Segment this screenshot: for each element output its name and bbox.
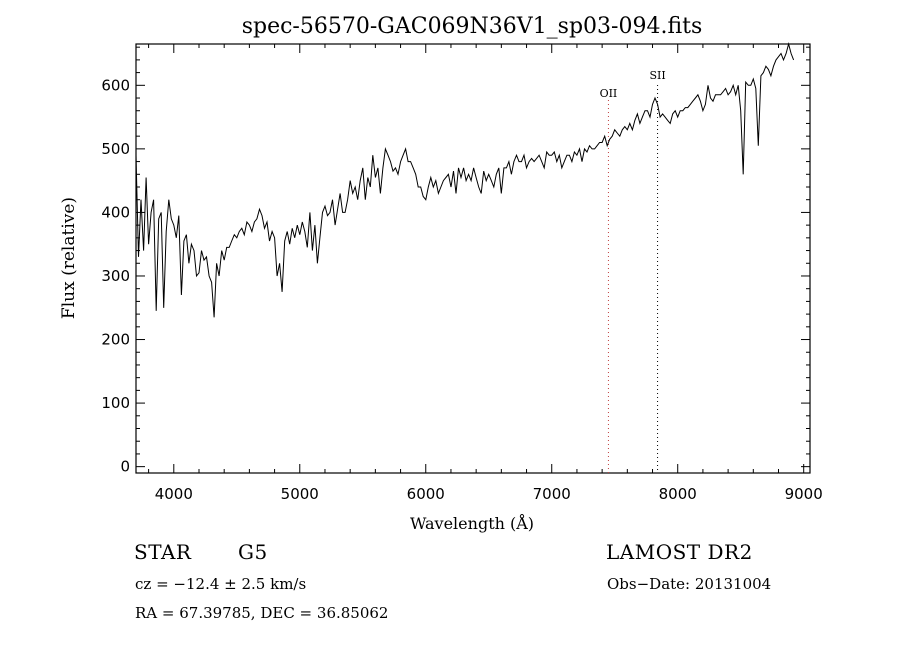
observation-date: Obs−Date: 20131004 [607, 575, 772, 593]
object-subclass: G5 [238, 540, 268, 564]
plot-frame [135, 43, 811, 474]
oii-label: OII [600, 87, 618, 100]
y-tick-label: 0 [120, 458, 130, 476]
x-tick-label: 8000 [659, 485, 697, 503]
y-tick-label: 500 [101, 140, 130, 158]
x-tick-label: 9000 [785, 485, 823, 503]
sii-label: SII [649, 69, 665, 82]
y-axis-label: Flux (relative) [59, 197, 79, 319]
chart-title: spec-56570-GAC069N36V1_sp03-094.fits [242, 14, 703, 39]
x-tick-label: 4000 [155, 485, 193, 503]
y-axis-ticks: 0 100 200 300 400 500 600 [101, 46, 810, 476]
survey-name: LAMOST DR2 [606, 540, 753, 564]
spectrum-series-line [135, 42, 795, 318]
y-tick-label: 300 [101, 267, 130, 285]
redshift-velocity: cz = −12.4 ± 2.5 km/s [135, 575, 307, 593]
x-tick-label: 7000 [533, 485, 571, 503]
x-axis-ticks: 4000 5000 6000 7000 8000 9000 [148, 44, 823, 503]
object-class: STAR [134, 540, 192, 564]
x-axis-label: Wavelength (Å) [410, 513, 534, 533]
y-tick-label: 400 [101, 203, 130, 221]
y-tick-label: 200 [101, 331, 130, 349]
y-tick-label: 100 [101, 394, 130, 412]
x-tick-label: 6000 [407, 485, 445, 503]
coordinates: RA = 67.39785, DEC = 36.85062 [135, 604, 389, 622]
y-tick-label: 600 [101, 76, 130, 94]
x-tick-label: 5000 [281, 485, 319, 503]
